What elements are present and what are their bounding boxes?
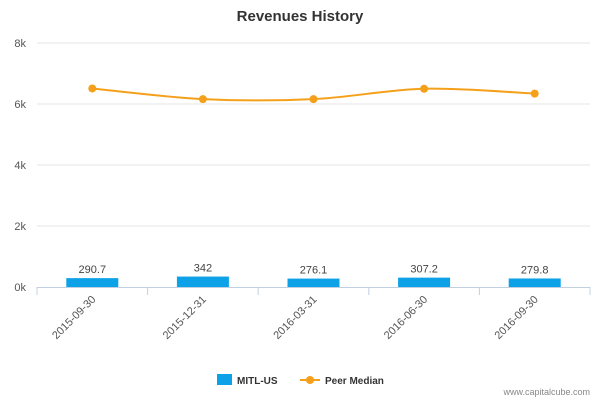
y-gridlines	[37, 42, 590, 227]
bar	[398, 277, 451, 287]
y-tick-label: 2k	[14, 221, 26, 233]
bar	[176, 276, 229, 287]
legend-label-mitl-us: MITL-US	[237, 376, 278, 387]
x-tick-label: 2016-09-30	[493, 294, 541, 342]
peer-median-point	[309, 95, 318, 104]
bar-value-label: 290.7	[79, 264, 107, 276]
x-tick-label: 2015-12-31	[161, 294, 209, 342]
x-tick-label: 2016-03-31	[271, 294, 319, 342]
bar	[508, 278, 561, 287]
y-tick-label: 4k	[14, 160, 26, 172]
chart-title: Revenues History	[237, 8, 364, 25]
x-axis-ticks: 2015-09-30 2015-12-31 2016-03-31 2016-06-30…	[50, 294, 541, 342]
bar	[287, 278, 340, 287]
x-axis-tick-marks	[36, 287, 591, 295]
bar-value-label: 342	[194, 263, 212, 275]
peer-median-point	[88, 84, 97, 93]
bar	[66, 278, 119, 287]
peer-median-points	[88, 84, 539, 104]
peer-median-point	[198, 95, 207, 104]
bar-value-labels: 290.7 342 276.1 307.2 279.8	[79, 263, 549, 277]
mitl-us-bars	[66, 276, 561, 287]
y-tick-label: 8k	[14, 38, 26, 50]
bar-value-label: 276.1	[300, 265, 328, 277]
legend-label-peer-median: Peer Median	[325, 376, 384, 387]
legend-swatch-mitl-us	[217, 374, 232, 385]
legend: MITL-US Peer Median	[217, 374, 384, 387]
x-tick-label: 2015-09-30	[50, 294, 98, 342]
y-tick-label: 0k	[14, 282, 26, 294]
y-axis-ticks: 0k 2k 4k 6k 8k	[14, 38, 26, 294]
legend-swatch-peer-median-dot	[306, 376, 314, 384]
bar-value-label: 279.8	[521, 264, 549, 276]
peer-median-point	[420, 84, 429, 93]
bar-value-label: 307.2	[410, 264, 438, 276]
x-tick-label: 2016-06-30	[382, 294, 430, 342]
peer-median-point	[530, 89, 539, 98]
y-tick-label: 6k	[14, 99, 26, 111]
credit-text: www.capitalcube.com	[502, 387, 590, 397]
